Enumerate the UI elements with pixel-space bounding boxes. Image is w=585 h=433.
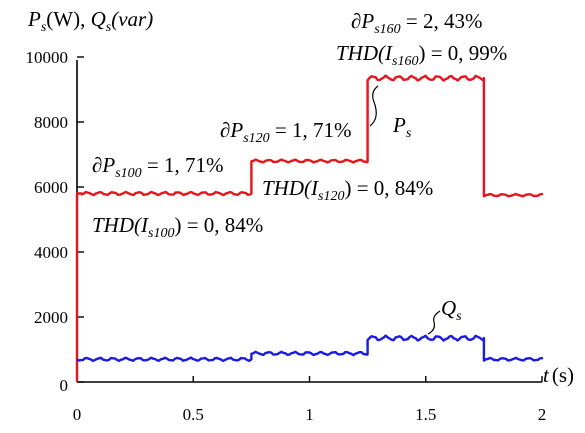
annotation-thd-s160: THD(Is160) = 0, 99%	[336, 41, 507, 69]
annotation-thd-s100: THD(Is100) = 0, 84%	[92, 213, 263, 241]
y-tick-label: 0	[60, 376, 69, 395]
x-tick-label: 0	[73, 405, 82, 424]
series-label-qs: Qs	[441, 296, 462, 324]
y-tick-label: 4000	[34, 243, 68, 262]
annotation-dp-s100: ∂Ps100 = 1, 71%	[92, 153, 224, 181]
y-tick-label: 8000	[34, 113, 68, 132]
x-tick-label: 0.5	[183, 405, 204, 424]
x-tick-label: 1.5	[415, 405, 436, 424]
x-tick-label: 1	[305, 405, 314, 424]
annotation-thd-s120: THD(Is120) = 0, 84%	[262, 176, 433, 204]
series-label-ps: Ps	[392, 113, 412, 141]
x-tick-label: 2	[538, 405, 547, 424]
x-axis-label: t (s)	[543, 363, 574, 387]
y-tick-label: 2000	[34, 308, 68, 327]
series-line-qs	[77, 336, 542, 361]
y-axis-label: Ps(W), Qs(var)	[27, 7, 153, 35]
y-tick-label: 6000	[34, 178, 68, 197]
annotation-dp-s160: ∂Ps160 = 2, 43%	[351, 9, 483, 37]
annotation-dp-s120: ∂Ps120 = 1, 71%	[220, 118, 352, 146]
y-tick-label: 10000	[26, 48, 69, 67]
ps-leader-line	[370, 86, 378, 126]
qs-leader-line	[428, 311, 440, 334]
